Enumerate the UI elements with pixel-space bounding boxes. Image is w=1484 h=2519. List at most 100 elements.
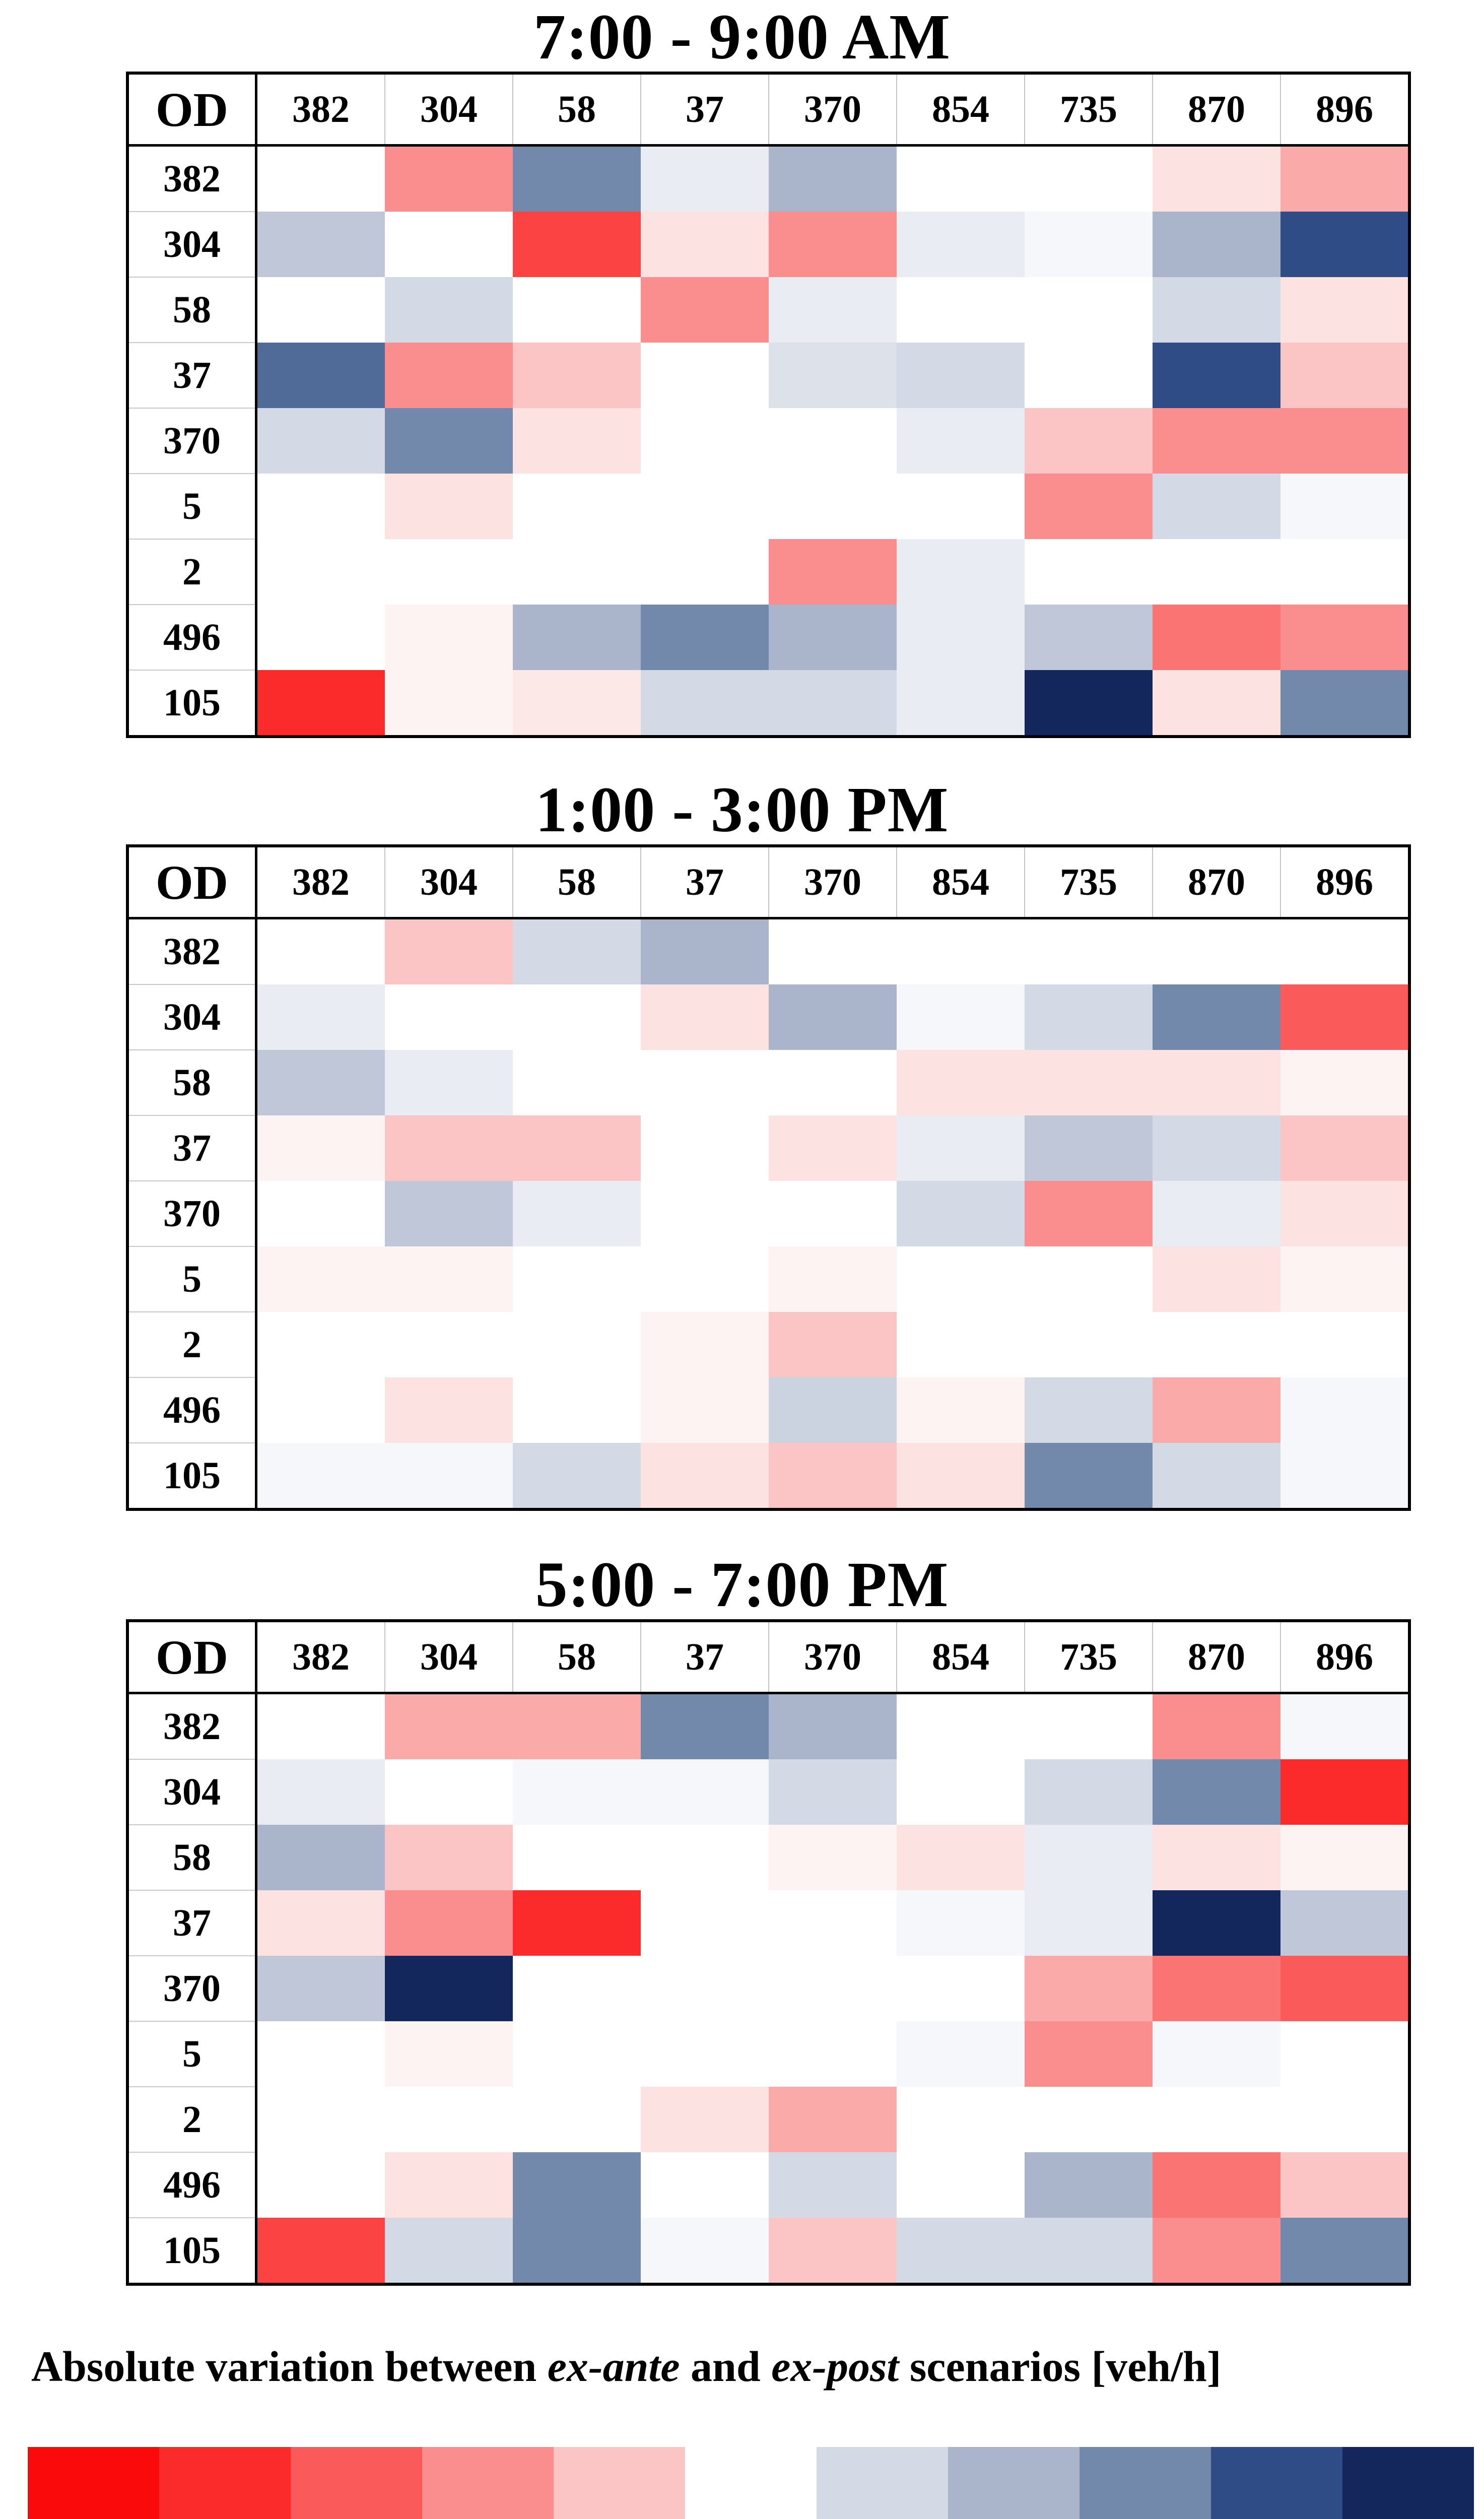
heatmap-cell — [641, 1115, 769, 1181]
heatmap-cell — [1280, 2218, 1409, 2284]
heatmap-cell — [1025, 1377, 1153, 1443]
heatmap-cell — [385, 1825, 513, 1890]
heatmap-cell — [1280, 408, 1409, 474]
heatmap-cell — [641, 605, 769, 670]
heatmap-cell — [1025, 918, 1153, 984]
col-header: 37 — [640, 73, 769, 147]
heatmap-cell — [769, 145, 897, 212]
col-header: 58 — [512, 73, 641, 147]
table-row: 105 — [127, 2217, 1409, 2284]
heatmap-cell — [256, 1181, 385, 1246]
heatmap-cell — [1025, 145, 1153, 212]
heatmap-cell — [513, 1377, 641, 1443]
heatmap-cell — [1153, 2152, 1280, 2218]
col-header: 37 — [640, 846, 769, 919]
heatmap-cell — [897, 984, 1025, 1050]
col-header: 896 — [1280, 1621, 1409, 1694]
row-header: 5 — [127, 2021, 257, 2087]
table-row: 496 — [127, 1377, 1409, 1443]
heatmap-cell — [641, 408, 769, 474]
heatmap-cell — [769, 1246, 897, 1312]
heatmap-cell — [641, 984, 769, 1050]
heatmap-cell — [513, 2218, 641, 2284]
heatmap-cell — [1025, 605, 1153, 670]
heatmap-cell — [1025, 1181, 1153, 1246]
heatmap-cell — [769, 2152, 897, 2218]
legend-swatch — [422, 2446, 554, 2519]
legend-title-part: and — [680, 2342, 772, 2391]
legend-swatch — [948, 2446, 1080, 2519]
od-heatmap-table: OD 382 304 58 37 370 854 735 870 896 382 304 58 37 370… — [126, 72, 1411, 738]
heatmap-cell — [641, 1377, 769, 1443]
col-header: 735 — [1024, 73, 1153, 147]
heatmap-cell — [1025, 1050, 1153, 1115]
heatmap-cell — [256, 1693, 385, 1759]
heatmap-cell — [897, 277, 1025, 343]
table-row: 37 — [127, 1890, 1409, 1956]
heatmap-cell — [769, 670, 897, 737]
heatmap-cell — [1025, 1956, 1153, 2021]
heatmap-cell — [513, 2087, 641, 2152]
heatmap-cell — [1280, 343, 1409, 408]
row-header: 2 — [127, 2086, 257, 2152]
heatmap-cell — [897, 539, 1025, 605]
row-header: 496 — [127, 1377, 257, 1443]
heatmap-cell — [385, 1115, 513, 1181]
heatmap-cell — [513, 1693, 641, 1759]
heatmap-cell — [1280, 474, 1409, 539]
heatmap-cell — [256, 539, 385, 605]
heatmap-cell — [256, 145, 385, 212]
heatmap-cell — [769, 408, 897, 474]
heatmap-cell — [385, 1246, 513, 1312]
table-row: 37 — [127, 342, 1409, 408]
heatmap-cell — [769, 1377, 897, 1443]
table-row: 58 — [127, 1824, 1409, 1890]
heatmap-cell — [1153, 918, 1280, 984]
heatmap-cell — [385, 277, 513, 343]
heatmap-cell — [897, 1759, 1025, 1825]
row-header: 58 — [127, 1824, 257, 1890]
col-header: 870 — [1152, 1621, 1280, 1694]
heatmap-cell — [513, 474, 641, 539]
col-header: 896 — [1280, 73, 1409, 147]
table-row: 382 — [127, 1692, 1409, 1759]
heatmap-cell — [1153, 474, 1280, 539]
heatmap-cell — [256, 2152, 385, 2218]
table-row: 496 — [127, 604, 1409, 670]
heatmap-cell — [641, 539, 769, 605]
legend-swatch — [685, 2446, 817, 2519]
heatmap-cell — [1153, 343, 1280, 408]
heatmap-cell — [1153, 1246, 1280, 1312]
heatmap-cell — [1153, 1181, 1280, 1246]
heatmap-cell — [769, 2087, 897, 2152]
heatmap-cell — [769, 1759, 897, 1825]
od-heatmap-table: OD 382 304 58 37 370 854 735 870 896 382 304 58 37 370… — [126, 1619, 1411, 2286]
heatmap-cell — [1280, 1377, 1409, 1443]
heatmap-cell — [897, 1312, 1025, 1377]
table-row: 382 — [127, 917, 1409, 984]
heatmap-cell — [641, 343, 769, 408]
heatmap-cell — [1280, 1246, 1409, 1312]
heatmap-cell — [1025, 670, 1153, 737]
heatmap-cell — [513, 145, 641, 212]
heatmap-cell — [769, 1443, 897, 1509]
heatmap-cell — [1280, 1050, 1409, 1115]
heatmap-cell — [897, 1443, 1025, 1509]
legend-swatch — [817, 2446, 948, 2519]
heatmap-cell — [513, 1181, 641, 1246]
col-header: 37 — [640, 1621, 769, 1694]
heatmap-section-1: 7:00 - 9:00 AM OD 382 304 58 37 370 854 735 870 89… — [0, 4, 1484, 738]
heatmap-cell — [1025, 408, 1153, 474]
legend-title-part: scenarios [veh/h] — [899, 2342, 1222, 2391]
table-row: 2 — [127, 1311, 1409, 1377]
heatmap-cell — [1153, 539, 1280, 605]
header-row: OD 382 304 58 37 370 854 735 870 896 — [127, 73, 1409, 147]
heatmap-cell — [1280, 1890, 1409, 1956]
heatmap-cell — [641, 474, 769, 539]
heatmap-cell — [897, 343, 1025, 408]
heatmap-cell — [385, 343, 513, 408]
col-header: 854 — [896, 846, 1025, 919]
heatmap-cell — [385, 2152, 513, 2218]
row-header: 5 — [127, 473, 257, 539]
heatmap-cell — [256, 277, 385, 343]
